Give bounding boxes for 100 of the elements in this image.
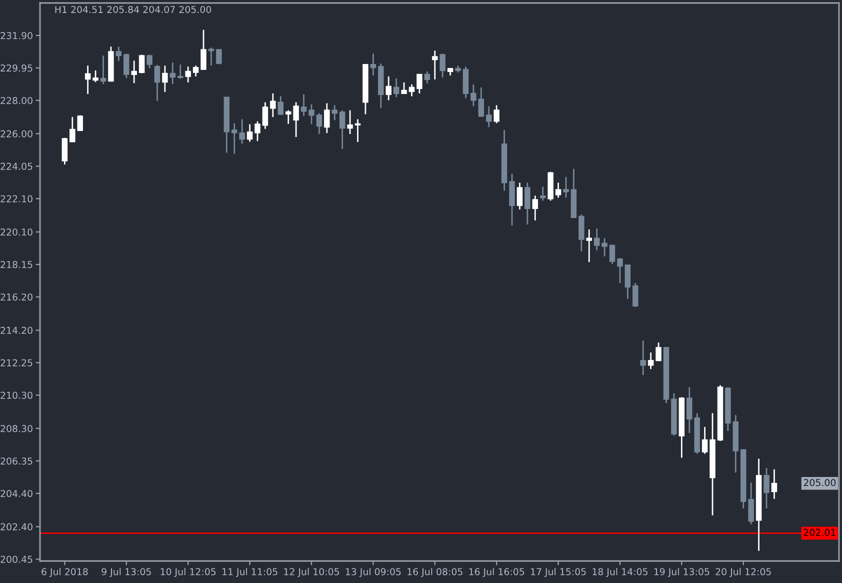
candlestick bbox=[764, 467, 770, 510]
candlestick bbox=[617, 257, 623, 284]
y-tick-label: 220.10 bbox=[0, 228, 32, 236]
candlestick bbox=[648, 352, 654, 370]
candlestick bbox=[200, 29, 206, 70]
candlestick bbox=[532, 194, 538, 222]
candlestick bbox=[162, 64, 168, 93]
y-tick-label: 226.00 bbox=[0, 130, 32, 138]
y-tick-label: 229.95 bbox=[0, 64, 32, 72]
candlestick bbox=[324, 102, 330, 134]
x-tick-label: 10 Jul 12:05 bbox=[160, 568, 216, 578]
candlestick bbox=[239, 118, 245, 144]
x-tick-label: 16 Jul 08:05 bbox=[408, 568, 462, 578]
candlestick bbox=[185, 66, 191, 84]
candlestick bbox=[494, 104, 500, 124]
candlestick bbox=[347, 110, 353, 135]
candlestick bbox=[100, 54, 106, 85]
candlestick bbox=[170, 62, 176, 85]
y-tick-label: 224.05 bbox=[0, 162, 32, 170]
candlestick bbox=[386, 76, 392, 101]
candlestick bbox=[270, 92, 276, 118]
candlestick bbox=[462, 66, 469, 99]
candlestick bbox=[332, 104, 338, 121]
candlestick bbox=[138, 54, 145, 74]
x-tick-label: 16 Jul 16:05 bbox=[469, 568, 524, 578]
candlestick bbox=[92, 70, 98, 83]
candlestick bbox=[393, 78, 400, 98]
candlestick bbox=[424, 70, 430, 84]
y-tick-label: 208.30 bbox=[0, 425, 32, 432]
candlestick bbox=[131, 60, 137, 84]
candlestick bbox=[516, 182, 523, 210]
x-tick-label: 9 Jul 13:05 bbox=[102, 568, 151, 578]
candlestick bbox=[624, 264, 631, 300]
x-tick-label: 17 Jul 15:05 bbox=[530, 568, 586, 578]
candlestick bbox=[594, 228, 600, 251]
x-tick-label: 12 Jul 10:05 bbox=[284, 568, 339, 578]
y-tick-label: 228.00 bbox=[0, 96, 32, 104]
candlestick bbox=[432, 50, 438, 80]
candlestick bbox=[216, 48, 222, 65]
y-tick-label: 210.30 bbox=[0, 392, 32, 399]
candlestick bbox=[771, 468, 778, 500]
candlestick bbox=[231, 122, 238, 154]
candlestick bbox=[308, 104, 314, 125]
y-tick-label: 216.20 bbox=[0, 293, 32, 301]
candlestick bbox=[278, 96, 284, 116]
text: 205.00 bbox=[804, 479, 836, 486]
candlestick bbox=[208, 46, 214, 66]
x-tick-label: 20 Jul 12:05 bbox=[716, 568, 771, 578]
candlestick bbox=[686, 386, 692, 434]
candlestick bbox=[640, 340, 646, 376]
x-tick-label: 19 Jul 13:05 bbox=[654, 568, 710, 578]
x-tick-label: 13 Jul 09:05 bbox=[346, 568, 401, 578]
candlestick bbox=[408, 84, 415, 97]
candlestick bbox=[656, 342, 662, 362]
candlestick bbox=[401, 82, 407, 94]
candlestick bbox=[262, 102, 268, 130]
candlestick bbox=[300, 94, 307, 117]
candlestick bbox=[316, 112, 322, 135]
candlestick bbox=[370, 52, 376, 76]
y-tick-label: 214.20 bbox=[0, 326, 32, 334]
y-tick-label: 200.45 bbox=[0, 556, 32, 563]
candlestick bbox=[632, 282, 638, 308]
candlestick bbox=[486, 106, 492, 128]
candlestick bbox=[62, 137, 68, 166]
candlestick bbox=[177, 64, 184, 80]
candlestick bbox=[416, 73, 422, 94]
candlestick bbox=[540, 186, 546, 202]
x-tick-label: 18 Jul 14:05 bbox=[592, 568, 648, 578]
candlestick bbox=[116, 46, 122, 62]
candlestick bbox=[293, 102, 299, 138]
y-tick-label: 218.15 bbox=[0, 261, 32, 268]
candlestick bbox=[124, 52, 130, 79]
candlestick bbox=[748, 482, 754, 525]
candlestick bbox=[586, 228, 592, 263]
candlestick bbox=[154, 64, 160, 102]
y-tick-label: 206.35 bbox=[0, 458, 32, 465]
candlestick bbox=[555, 182, 562, 198]
candlestick bbox=[563, 176, 569, 198]
candlestick bbox=[470, 84, 476, 107]
y-tick-label: 212.25 bbox=[0, 359, 32, 366]
candlestick bbox=[440, 52, 446, 78]
y-tick-label: 202.40 bbox=[0, 523, 32, 530]
candlestick bbox=[702, 426, 708, 454]
candlestick bbox=[578, 214, 584, 252]
candlestick bbox=[192, 64, 199, 78]
candlestick bbox=[84, 64, 91, 95]
candlestick bbox=[524, 182, 530, 226]
x-tick-label: 11 Jul 11:05 bbox=[222, 568, 278, 578]
ref-line-label: 202.01 bbox=[804, 528, 836, 536]
candlestick bbox=[285, 110, 292, 125]
x-tick-label: 6 Jul 2018 bbox=[42, 568, 88, 578]
candlestick bbox=[146, 54, 152, 69]
y-tick-label: 231.90 bbox=[0, 32, 32, 40]
candlestick bbox=[478, 86, 484, 118]
candlestick bbox=[254, 120, 260, 142]
candlestick bbox=[246, 124, 253, 142]
candlestick bbox=[354, 118, 361, 143]
candlestick bbox=[509, 173, 515, 226]
candlestick bbox=[339, 110, 346, 150]
chart-title: H1 204.51 205.84 204.07 205.00 bbox=[55, 6, 212, 14]
